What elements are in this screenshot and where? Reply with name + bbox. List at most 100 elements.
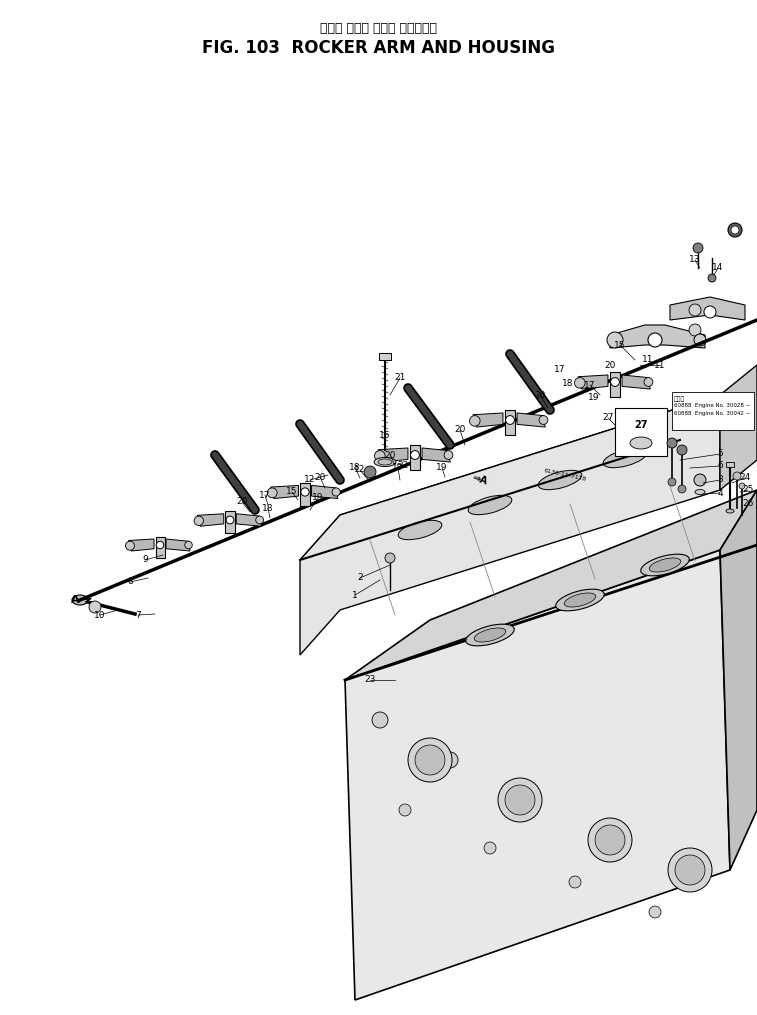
Circle shape — [677, 445, 687, 455]
Text: 20: 20 — [534, 391, 546, 400]
Text: 11: 11 — [642, 355, 654, 364]
Circle shape — [522, 792, 538, 808]
Circle shape — [649, 906, 661, 918]
Circle shape — [611, 378, 619, 387]
Ellipse shape — [695, 489, 705, 494]
Text: 19: 19 — [588, 394, 600, 403]
Circle shape — [364, 466, 376, 478]
Text: 20: 20 — [604, 360, 615, 369]
Polygon shape — [226, 512, 235, 533]
Bar — [379, 353, 391, 360]
Text: 20: 20 — [314, 473, 326, 481]
Text: 22: 22 — [397, 461, 409, 470]
Polygon shape — [720, 490, 757, 870]
Text: 60888  Engine No. 30028 ~: 60888 Engine No. 30028 ~ — [674, 403, 750, 408]
Polygon shape — [198, 514, 224, 526]
Circle shape — [484, 842, 496, 854]
Ellipse shape — [603, 449, 646, 468]
Text: 21: 21 — [394, 374, 406, 383]
Circle shape — [256, 516, 263, 524]
Circle shape — [728, 223, 742, 236]
Text: 16: 16 — [379, 430, 391, 439]
Circle shape — [731, 226, 739, 234]
Ellipse shape — [72, 595, 88, 605]
Circle shape — [332, 488, 340, 496]
Polygon shape — [129, 539, 154, 551]
Text: 18: 18 — [262, 503, 274, 513]
Ellipse shape — [556, 589, 604, 611]
Text: 27: 27 — [603, 413, 614, 422]
Text: 20: 20 — [454, 425, 466, 434]
Text: 19: 19 — [392, 464, 403, 473]
Text: A: A — [71, 595, 80, 605]
Polygon shape — [670, 297, 745, 320]
Ellipse shape — [650, 558, 681, 572]
Text: 15: 15 — [286, 487, 298, 496]
Polygon shape — [473, 413, 503, 427]
Circle shape — [89, 601, 101, 613]
Circle shape — [505, 785, 535, 815]
Circle shape — [607, 332, 623, 348]
Circle shape — [408, 738, 452, 782]
Polygon shape — [517, 413, 545, 427]
Circle shape — [469, 415, 480, 426]
Polygon shape — [270, 485, 298, 498]
Polygon shape — [155, 537, 164, 557]
Polygon shape — [622, 375, 650, 389]
Ellipse shape — [474, 628, 506, 642]
Text: 6130-11-7118: 6130-11-7118 — [544, 468, 587, 482]
Circle shape — [595, 825, 625, 855]
Polygon shape — [609, 373, 620, 397]
Text: 1: 1 — [352, 591, 358, 600]
Circle shape — [226, 516, 234, 524]
Ellipse shape — [538, 470, 582, 489]
Text: 26: 26 — [743, 498, 754, 508]
Circle shape — [602, 832, 618, 848]
Circle shape — [126, 541, 135, 550]
Ellipse shape — [630, 437, 652, 449]
Polygon shape — [410, 446, 420, 470]
Text: 27: 27 — [634, 420, 648, 430]
Polygon shape — [300, 395, 720, 560]
Text: 14: 14 — [712, 264, 724, 272]
Circle shape — [185, 541, 192, 549]
Text: 3: 3 — [717, 475, 723, 484]
Text: 11: 11 — [654, 360, 665, 369]
Circle shape — [644, 378, 653, 387]
Text: 9: 9 — [142, 555, 148, 564]
Circle shape — [194, 516, 204, 526]
Text: 12: 12 — [304, 475, 316, 484]
Text: 18: 18 — [562, 379, 574, 388]
Ellipse shape — [468, 495, 512, 515]
Ellipse shape — [378, 459, 392, 465]
Bar — [615, 408, 667, 456]
Polygon shape — [720, 365, 757, 490]
Circle shape — [704, 306, 716, 318]
Polygon shape — [578, 375, 608, 389]
Text: 12: 12 — [354, 466, 366, 474]
Circle shape — [267, 488, 277, 497]
Text: 15: 15 — [614, 340, 626, 349]
Circle shape — [415, 745, 445, 775]
Circle shape — [668, 478, 676, 486]
Bar — [672, 392, 754, 430]
Text: 4: 4 — [717, 488, 723, 497]
Circle shape — [675, 855, 705, 885]
Text: 17: 17 — [584, 381, 596, 390]
Circle shape — [689, 324, 701, 336]
Circle shape — [739, 483, 745, 489]
Text: 5: 5 — [717, 450, 723, 459]
Circle shape — [399, 804, 411, 816]
Polygon shape — [236, 514, 261, 526]
Text: 2: 2 — [357, 573, 363, 583]
Circle shape — [588, 818, 632, 862]
Polygon shape — [300, 483, 310, 505]
Text: 8: 8 — [127, 578, 133, 587]
Circle shape — [375, 451, 385, 461]
Circle shape — [539, 415, 548, 424]
Circle shape — [442, 752, 458, 768]
Text: 6: 6 — [717, 462, 723, 471]
Text: 18: 18 — [349, 464, 361, 473]
Text: 7: 7 — [136, 610, 141, 619]
Circle shape — [156, 541, 164, 549]
